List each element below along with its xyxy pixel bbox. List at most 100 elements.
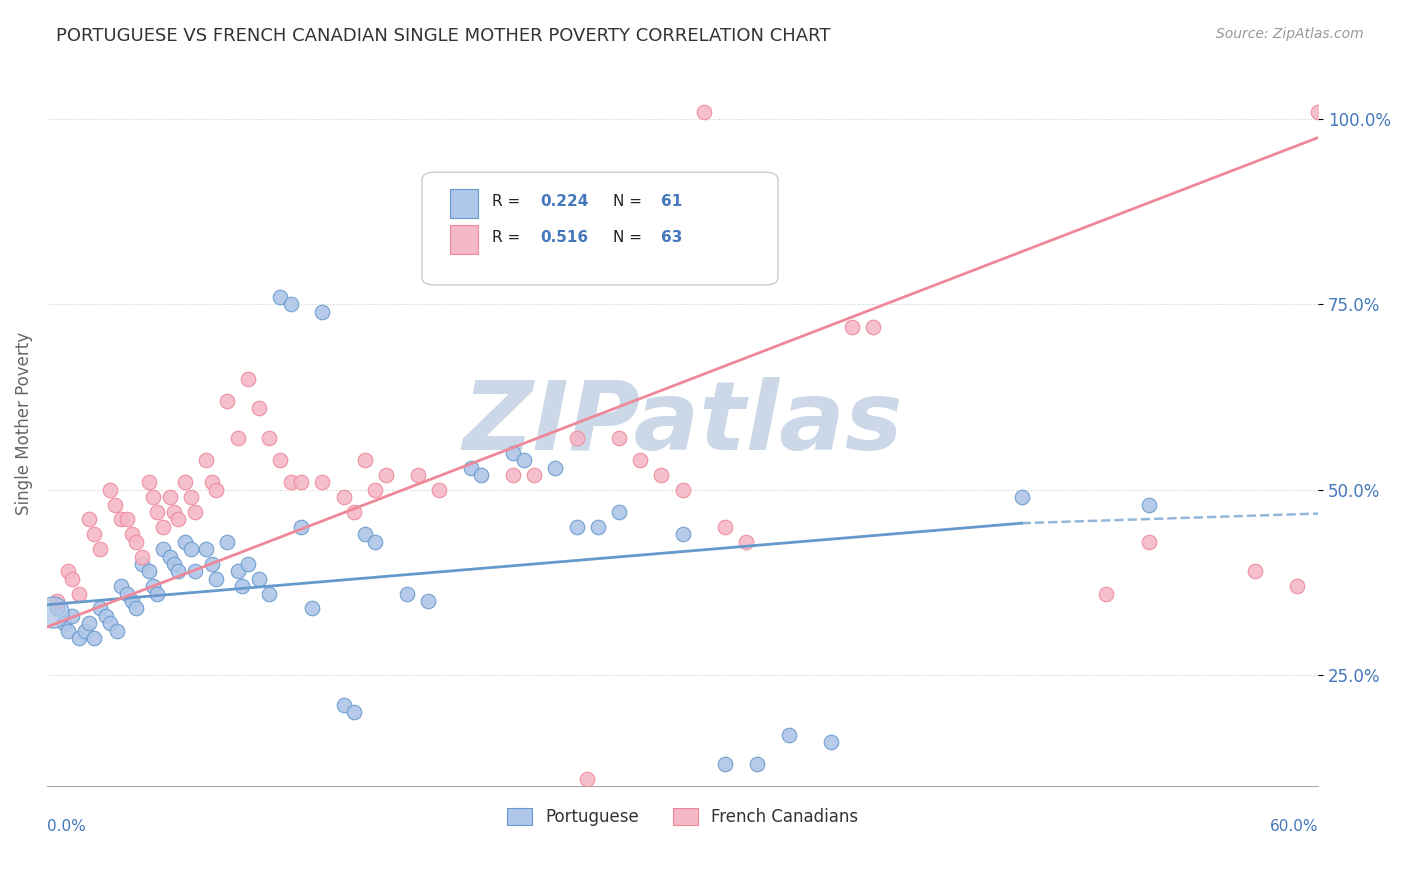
Point bbox=[290, 520, 312, 534]
Text: R =: R = bbox=[492, 230, 524, 245]
Text: R =: R = bbox=[492, 194, 524, 209]
Point bbox=[159, 490, 181, 504]
Point bbox=[238, 371, 260, 385]
Point bbox=[142, 579, 165, 593]
Point bbox=[89, 601, 111, 615]
Point bbox=[77, 512, 100, 526]
Point bbox=[146, 505, 169, 519]
Point bbox=[628, 453, 651, 467]
Point bbox=[52, 616, 75, 631]
FancyBboxPatch shape bbox=[422, 172, 778, 285]
Point bbox=[163, 557, 186, 571]
Text: 0.224: 0.224 bbox=[540, 194, 589, 209]
Point bbox=[104, 498, 127, 512]
Point bbox=[231, 579, 253, 593]
Point bbox=[201, 557, 224, 571]
Point bbox=[470, 467, 492, 482]
Point bbox=[152, 520, 174, 534]
Point bbox=[167, 565, 190, 579]
Point bbox=[56, 565, 79, 579]
Point bbox=[205, 572, 228, 586]
Point bbox=[46, 594, 69, 608]
Point bbox=[125, 534, 148, 549]
Point bbox=[238, 557, 260, 571]
Point bbox=[1011, 490, 1033, 504]
Point bbox=[77, 616, 100, 631]
Point bbox=[311, 475, 333, 490]
Point bbox=[180, 490, 202, 504]
Point bbox=[131, 549, 153, 564]
Text: Source: ZipAtlas.com: Source: ZipAtlas.com bbox=[1216, 27, 1364, 41]
Point bbox=[142, 490, 165, 504]
Point bbox=[269, 290, 291, 304]
FancyBboxPatch shape bbox=[450, 226, 478, 254]
Point bbox=[418, 594, 440, 608]
Point bbox=[201, 475, 224, 490]
Point bbox=[269, 453, 291, 467]
Point bbox=[460, 208, 482, 222]
Point bbox=[290, 475, 312, 490]
Point bbox=[460, 460, 482, 475]
Point bbox=[125, 601, 148, 615]
Point bbox=[67, 631, 90, 645]
Point bbox=[100, 483, 122, 497]
Point bbox=[121, 594, 143, 608]
Point bbox=[607, 431, 630, 445]
Point bbox=[671, 527, 693, 541]
Point bbox=[194, 453, 217, 467]
Point bbox=[862, 319, 884, 334]
Text: 60.0%: 60.0% bbox=[1270, 819, 1319, 834]
Point bbox=[332, 698, 354, 712]
Point bbox=[280, 475, 302, 490]
Point bbox=[714, 520, 737, 534]
Point bbox=[364, 483, 387, 497]
Point bbox=[173, 534, 195, 549]
Text: 63: 63 bbox=[661, 230, 682, 245]
Point bbox=[396, 587, 419, 601]
Point bbox=[406, 467, 429, 482]
Point bbox=[163, 505, 186, 519]
Point bbox=[343, 706, 366, 720]
Point bbox=[73, 624, 96, 638]
Point bbox=[67, 587, 90, 601]
Point bbox=[607, 505, 630, 519]
Point bbox=[184, 565, 207, 579]
Point bbox=[60, 608, 83, 623]
Point bbox=[152, 542, 174, 557]
Point bbox=[671, 483, 693, 497]
Point bbox=[56, 624, 79, 638]
Point bbox=[60, 572, 83, 586]
Point bbox=[1095, 587, 1118, 601]
Point bbox=[364, 534, 387, 549]
Point bbox=[343, 505, 366, 519]
Point bbox=[138, 565, 160, 579]
Point bbox=[89, 542, 111, 557]
Point bbox=[565, 431, 588, 445]
Point bbox=[1243, 565, 1265, 579]
Point bbox=[205, 483, 228, 497]
Point bbox=[100, 616, 122, 631]
Point bbox=[714, 757, 737, 772]
Point bbox=[215, 393, 238, 408]
Point bbox=[693, 104, 716, 119]
Point bbox=[1286, 579, 1309, 593]
Point bbox=[173, 475, 195, 490]
Text: 0.516: 0.516 bbox=[540, 230, 588, 245]
Point bbox=[105, 624, 128, 638]
Point bbox=[96, 608, 118, 623]
Point bbox=[565, 520, 588, 534]
Y-axis label: Single Mother Poverty: Single Mother Poverty bbox=[15, 332, 32, 515]
Point bbox=[502, 446, 524, 460]
Point bbox=[301, 601, 323, 615]
Point bbox=[280, 297, 302, 311]
Point bbox=[146, 587, 169, 601]
Text: N =: N = bbox=[613, 194, 647, 209]
Point bbox=[159, 549, 181, 564]
FancyBboxPatch shape bbox=[450, 189, 478, 218]
Point bbox=[353, 453, 375, 467]
Point bbox=[121, 527, 143, 541]
Point bbox=[226, 565, 249, 579]
Point bbox=[215, 534, 238, 549]
Text: PORTUGUESE VS FRENCH CANADIAN SINGLE MOTHER POVERTY CORRELATION CHART: PORTUGUESE VS FRENCH CANADIAN SINGLE MOT… bbox=[56, 27, 831, 45]
Point bbox=[576, 772, 599, 786]
